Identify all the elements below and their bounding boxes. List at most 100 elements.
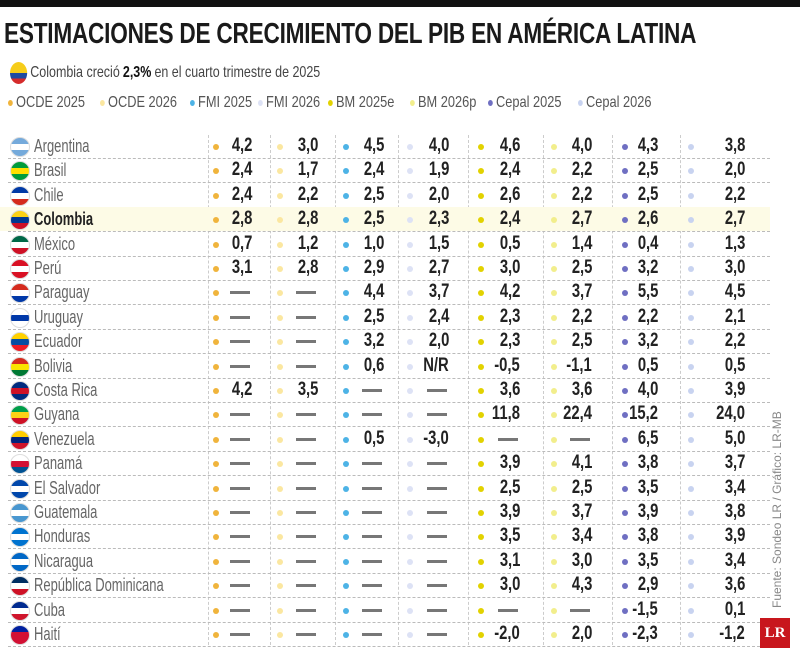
value-cell: 4,3 <box>551 573 592 597</box>
value: 2,6 <box>637 208 658 230</box>
legend-dot-icon <box>410 100 415 106</box>
value: 3,9 <box>724 379 745 400</box>
series-dot-icon <box>478 363 484 370</box>
country-name: República Dominicana <box>34 575 164 596</box>
value-cell <box>213 573 252 597</box>
value-cell: 3,5 <box>277 378 318 402</box>
flag-icon <box>10 527 30 548</box>
value: -2,3 <box>632 623 658 644</box>
series-dot-icon <box>213 558 219 565</box>
value: 2,0 <box>428 330 449 352</box>
no-data-dash <box>498 608 518 612</box>
table-row: Venezuela 0,5 -3,0 6,5 5,0 <box>0 427 770 452</box>
value: 3,5 <box>637 476 658 498</box>
series-dot-icon <box>478 632 484 638</box>
value: 2,2 <box>571 183 592 205</box>
series-dot-icon <box>213 607 219 614</box>
series-dot-icon <box>622 436 628 443</box>
value-cell: 0,5 <box>343 427 384 451</box>
value-cell: 4,4 <box>343 280 384 304</box>
series-dot-icon <box>622 314 628 321</box>
value: 4,3 <box>637 135 658 156</box>
series-dot-icon <box>407 436 413 443</box>
table-row: Uruguay 2,5 2,4 2,3 2,2 2,2 2,1 <box>0 305 770 330</box>
value: 5,5 <box>637 281 658 303</box>
value: 2,5 <box>637 183 658 205</box>
series-dot-icon <box>478 558 484 565</box>
legend-label: Cepal 2026 <box>586 94 652 111</box>
no-data-dash <box>296 633 316 636</box>
value-cell: 2,7 <box>407 256 449 280</box>
series-dot-icon <box>551 632 557 638</box>
legend-label: BM 2025e <box>336 94 395 111</box>
value: 3,4 <box>724 549 745 571</box>
value-cell: 2,5 <box>622 183 658 207</box>
no-data-dash <box>296 559 316 563</box>
value: 2,2 <box>724 330 745 352</box>
no-data-dash <box>296 291 316 295</box>
legend-item: Cepal 2025 <box>488 94 561 112</box>
series-dot-icon <box>277 534 283 541</box>
value: 3,0 <box>297 135 318 156</box>
series-dot-icon <box>688 290 694 297</box>
no-data-dash <box>427 559 447 563</box>
value: 2,3 <box>499 330 520 352</box>
value-cell: 2,4 <box>213 183 252 207</box>
value: 3,9 <box>724 525 745 547</box>
value: 11,8 <box>491 403 520 425</box>
flag-icon <box>10 625 30 645</box>
value-cell: 2,9 <box>343 256 384 280</box>
value: 3,8 <box>637 452 658 474</box>
no-data-dash <box>230 315 250 319</box>
value: 3,6 <box>499 379 520 400</box>
series-dot-icon <box>407 314 413 321</box>
value-cell: 0,5 <box>688 354 745 378</box>
no-data-dash <box>570 437 590 441</box>
series-dot-icon <box>551 217 557 224</box>
series-dot-icon <box>343 144 349 150</box>
value-cell <box>407 378 449 402</box>
legend-label: FMI 2026 <box>266 94 321 111</box>
series-dot-icon <box>343 510 349 516</box>
no-data-dash <box>362 486 382 490</box>
series-dot-icon <box>277 168 283 175</box>
country-name: Guatemala <box>34 502 98 522</box>
value-cell <box>551 598 592 622</box>
value-cell: 0,4 <box>622 232 658 256</box>
value-cell: 2,2 <box>277 183 318 207</box>
series-dot-icon <box>551 436 557 443</box>
series-dot-icon <box>688 266 694 272</box>
country-name: Haití <box>34 624 61 644</box>
series-dot-icon <box>213 583 219 590</box>
value: 2,5 <box>363 305 384 327</box>
value: 1,5 <box>428 232 449 254</box>
value-cell: 2,2 <box>551 158 592 182</box>
series-dot-icon <box>213 217 219 224</box>
series-dot-icon <box>343 632 349 638</box>
series-dot-icon <box>478 339 484 346</box>
country-name: Venezuela <box>34 428 95 449</box>
no-data-dash <box>296 437 316 441</box>
series-dot-icon <box>343 583 349 590</box>
no-data-dash <box>230 413 250 417</box>
value: 2,3 <box>499 305 520 327</box>
series-dot-icon <box>277 266 283 272</box>
value-cell <box>277 402 318 426</box>
value: 3,1 <box>499 549 520 571</box>
value-cell: 3,5 <box>622 476 658 500</box>
value: 3,1 <box>231 257 252 278</box>
value: 2,0 <box>724 159 745 181</box>
country-name: Argentina <box>34 136 90 156</box>
series-dot-icon <box>343 436 349 443</box>
value: 3,2 <box>363 330 384 352</box>
value: 0,5 <box>499 232 520 254</box>
value: 2,1 <box>724 305 745 327</box>
value: 3,7 <box>571 281 592 303</box>
value: 4,6 <box>499 135 520 156</box>
series-dot-icon <box>688 558 694 565</box>
series-dot-icon <box>622 607 628 614</box>
value-cell: 2,0 <box>551 622 592 646</box>
value-cell: 1,3 <box>688 232 745 256</box>
series-dot-icon <box>622 241 628 248</box>
value-cell: 0,5 <box>622 354 658 378</box>
